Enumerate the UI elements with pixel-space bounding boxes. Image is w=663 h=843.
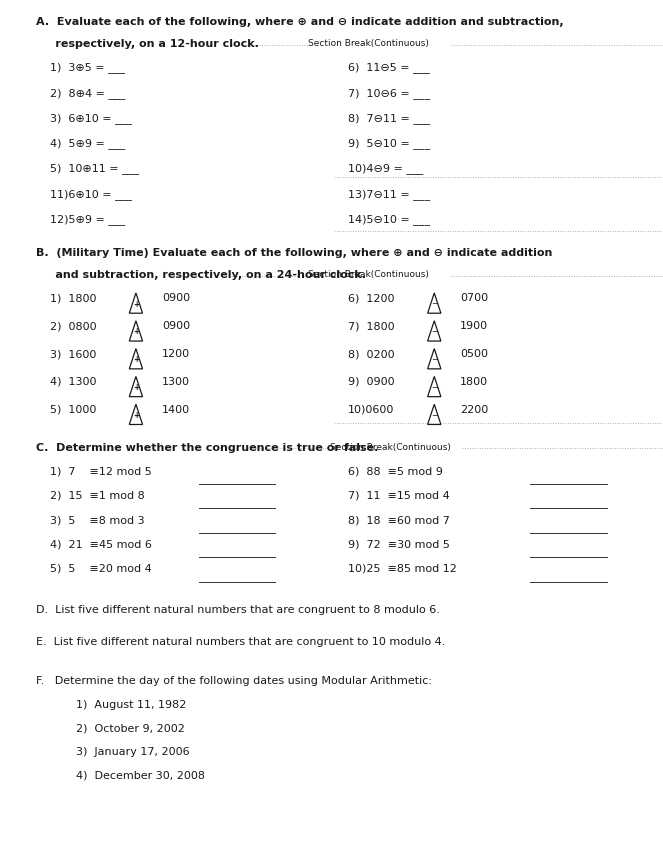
Text: 3)  6⊕10 = ___: 3) 6⊕10 = ___	[50, 113, 132, 124]
Text: 2)  0800: 2) 0800	[50, 321, 96, 331]
Text: 8)  7⊖11 = ___: 8) 7⊖11 = ___	[348, 113, 430, 124]
Text: 13)7⊖11 = ___: 13)7⊖11 = ___	[348, 189, 430, 200]
Text: 1300: 1300	[162, 377, 190, 387]
Text: 9)  0900: 9) 0900	[348, 377, 394, 387]
Text: −: −	[431, 355, 438, 364]
Text: 0900: 0900	[162, 321, 190, 331]
Text: 4)  December 30, 2008: 4) December 30, 2008	[76, 771, 206, 781]
Text: 10)25  ≡85 mod 12: 10)25 ≡85 mod 12	[348, 564, 457, 574]
Text: E.  List five different natural numbers that are congruent to 10 modulo 4.: E. List five different natural numbers t…	[36, 637, 446, 647]
Text: 2)  October 9, 2002: 2) October 9, 2002	[76, 723, 185, 733]
Text: +: +	[133, 355, 139, 364]
Text: 3)  1600: 3) 1600	[50, 349, 96, 359]
Text: 2)  15  ≡1 mod 8: 2) 15 ≡1 mod 8	[50, 491, 145, 501]
Text: 0700: 0700	[460, 293, 488, 303]
Text: respectively, on a 12-hour clock.: respectively, on a 12-hour clock.	[36, 39, 259, 49]
Text: +: +	[133, 327, 139, 336]
Text: 1)  August 11, 1982: 1) August 11, 1982	[76, 700, 186, 710]
Text: 4)  5⊕9 = ___: 4) 5⊕9 = ___	[50, 138, 125, 149]
Text: 7)  1800: 7) 1800	[348, 321, 394, 331]
Text: 3)  5    ≡8 mod 3: 3) 5 ≡8 mod 3	[50, 515, 145, 525]
Text: 10)0600: 10)0600	[348, 405, 394, 415]
Text: 8)  0200: 8) 0200	[348, 349, 394, 359]
Text: C.  Determine whether the congruence is true or false.: C. Determine whether the congruence is t…	[36, 443, 379, 453]
Text: 1)  1800: 1) 1800	[50, 293, 96, 303]
Text: 3)  January 17, 2006: 3) January 17, 2006	[76, 747, 190, 757]
Text: 1800: 1800	[460, 377, 488, 387]
Text: 11)6⊕10 = ___: 11)6⊕10 = ___	[50, 189, 132, 200]
Text: D.  List five different natural numbers that are congruent to 8 modulo 6.: D. List five different natural numbers t…	[36, 605, 440, 615]
Text: A.  Evaluate each of the following, where ⊕ and ⊖ indicate addition and subtract: A. Evaluate each of the following, where…	[36, 17, 564, 27]
Text: 1400: 1400	[162, 405, 190, 415]
Text: 10)4⊖9 = ___: 10)4⊖9 = ___	[348, 164, 423, 175]
Text: 6)  1200: 6) 1200	[348, 293, 394, 303]
Text: Section Break(Continuous): Section Break(Continuous)	[330, 443, 450, 452]
Text: 1200: 1200	[162, 349, 190, 359]
Text: 12)5⊕9 = ___: 12)5⊕9 = ___	[50, 214, 125, 225]
Text: −: −	[431, 383, 438, 392]
Text: +: +	[133, 299, 139, 309]
Text: 9)  72  ≡30 mod 5: 9) 72 ≡30 mod 5	[348, 540, 450, 550]
Text: F.   Determine the day of the following dates using Modular Arithmetic:: F. Determine the day of the following da…	[36, 676, 432, 686]
Text: 7)  10⊖6 = ___: 7) 10⊖6 = ___	[348, 88, 430, 99]
Text: +: +	[133, 383, 139, 392]
Text: 0900: 0900	[162, 293, 190, 303]
Text: Section Break(Continuous): Section Break(Continuous)	[308, 270, 429, 279]
Text: 4)  21  ≡45 mod 6: 4) 21 ≡45 mod 6	[50, 540, 152, 550]
Text: 0500: 0500	[460, 349, 488, 359]
Text: 1900: 1900	[460, 321, 488, 331]
Text: −: −	[431, 411, 438, 420]
Text: 1)  7    ≡12 mod 5: 1) 7 ≡12 mod 5	[50, 466, 151, 476]
Text: Section Break(Continuous): Section Break(Continuous)	[308, 39, 429, 48]
Text: 9)  5⊖10 = ___: 9) 5⊖10 = ___	[348, 138, 430, 149]
Text: −: −	[431, 327, 438, 336]
Text: +: +	[133, 411, 139, 420]
Text: 7)  11  ≡15 mod 4: 7) 11 ≡15 mod 4	[348, 491, 450, 501]
Text: 14)5⊖10 = ___: 14)5⊖10 = ___	[348, 214, 430, 225]
Text: 2)  8⊕4 = ___: 2) 8⊕4 = ___	[50, 88, 125, 99]
Text: 6)  88  ≡5 mod 9: 6) 88 ≡5 mod 9	[348, 466, 443, 476]
Text: 5)  1000: 5) 1000	[50, 405, 96, 415]
Text: B.  (Military Time) Evaluate each of the following, where ⊕ and ⊖ indicate addit: B. (Military Time) Evaluate each of the …	[36, 248, 553, 258]
Text: 5)  5    ≡20 mod 4: 5) 5 ≡20 mod 4	[50, 564, 151, 574]
Text: 1)  3⊕5 = ___: 1) 3⊕5 = ___	[50, 62, 125, 73]
Text: 8)  18  ≡60 mod 7: 8) 18 ≡60 mod 7	[348, 515, 450, 525]
Text: −: −	[431, 299, 438, 309]
Text: 5)  10⊕11 = ___: 5) 10⊕11 = ___	[50, 164, 139, 175]
Text: 4)  1300: 4) 1300	[50, 377, 96, 387]
Text: and subtraction, respectively, on a 24-hour clock.: and subtraction, respectively, on a 24-h…	[36, 270, 367, 280]
Text: 6)  11⊖5 = ___: 6) 11⊖5 = ___	[348, 62, 430, 73]
Text: 2200: 2200	[460, 405, 489, 415]
